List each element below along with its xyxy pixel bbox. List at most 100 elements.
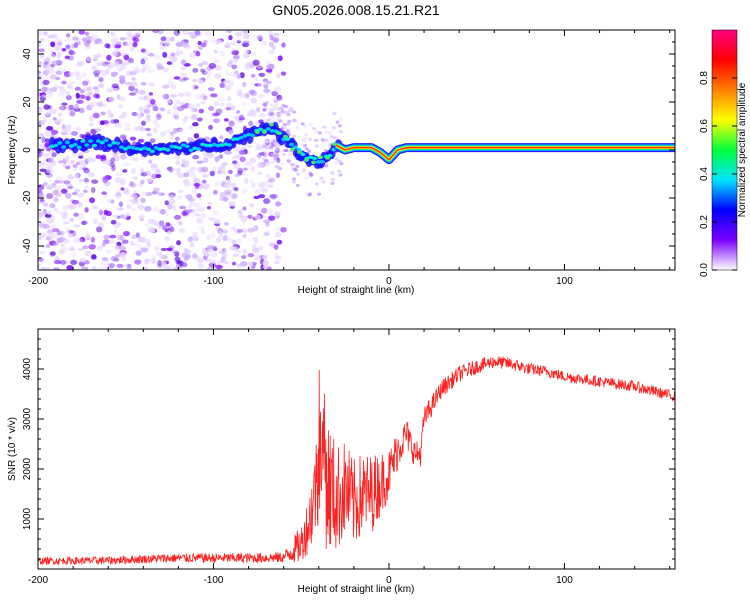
spectrogram-speckle xyxy=(223,260,229,265)
spectrogram-speckle xyxy=(304,191,309,195)
spectrogram-speckle xyxy=(254,214,262,220)
spectrogram-speckle xyxy=(140,167,145,173)
spectrogram-speckle xyxy=(213,101,219,107)
spectrogram-speckle xyxy=(242,249,247,254)
spectrogram-speckle xyxy=(90,187,96,194)
spectrogram-speckle xyxy=(101,191,107,196)
snr-y-tick-label: 1000 xyxy=(22,507,33,530)
ridge-blob-bright xyxy=(157,147,163,152)
spectrogram-speckle xyxy=(241,170,246,177)
spectrogram-speckle xyxy=(59,230,65,236)
spectrogram-speckle xyxy=(95,226,103,233)
spectrogram-speckle xyxy=(222,80,227,84)
spectrogram-speckle xyxy=(131,111,138,117)
spectrogram-speckle xyxy=(174,251,180,257)
spectrogram-speckle xyxy=(64,37,72,43)
spectrogram-speckle xyxy=(237,228,243,234)
spectrogram-speckle xyxy=(255,146,263,150)
spectrogram-speckle xyxy=(327,131,332,135)
spectrogram-y-tick-label: 40 xyxy=(22,48,33,60)
spectrogram-speckle xyxy=(123,54,130,61)
spectrogram-speckle xyxy=(38,263,41,268)
spectrogram-speckle xyxy=(263,84,269,89)
ridge-blob-bright xyxy=(169,144,175,149)
spectrogram-speckle xyxy=(226,30,233,34)
spectrogram-speckle xyxy=(244,178,249,184)
spectrogram-speckle xyxy=(123,187,130,193)
spectrogram-speckle xyxy=(194,85,199,89)
snr-ticks: -200 -100 0 100 1000 2000 3000 4000 xyxy=(22,328,675,586)
spectrogram-speckle xyxy=(333,161,338,165)
spectrogram-speckle xyxy=(211,252,218,258)
spectrogram-speckle xyxy=(68,185,75,189)
spectrogram-speckle xyxy=(331,126,336,130)
spectrogram-speckle xyxy=(153,187,160,194)
spectrogram-speckle xyxy=(39,142,45,149)
spectrogram-speckle xyxy=(266,184,274,189)
spectrogram-speckle xyxy=(212,166,217,173)
spectrogram-speckle xyxy=(213,49,218,54)
spectrogram-speckle xyxy=(215,108,223,115)
spectrogram-speckle xyxy=(143,95,148,101)
spectrogram-speckle xyxy=(92,34,99,39)
ridge-blob-green xyxy=(332,142,338,146)
spectrogram-speckle xyxy=(55,210,63,215)
spectrogram-speckle xyxy=(136,111,142,116)
spectrogram-speckle xyxy=(181,252,189,259)
spectrogram-speckle xyxy=(321,180,326,184)
spectrogram-speckle xyxy=(262,107,267,112)
spectrogram-speckle xyxy=(173,266,179,270)
spectrogram-speckle xyxy=(108,263,115,269)
spectrogram-speckle xyxy=(45,126,54,131)
spectrogram-speckle xyxy=(258,194,266,199)
spectrogram-speckle xyxy=(159,45,165,51)
spectrogram-speckle xyxy=(64,73,71,78)
spectrogram-speckle xyxy=(251,181,256,189)
spectrogram-y-tick-label: -40 xyxy=(22,238,33,253)
spectrogram-speckle xyxy=(130,182,137,188)
spectrogram-speckle xyxy=(169,168,176,173)
spectrogram-speckle xyxy=(274,253,279,258)
spectrogram-speckle xyxy=(87,91,94,96)
spectrogram-speckle xyxy=(324,138,329,142)
spectrogram-speckle xyxy=(242,233,247,239)
spectrogram-speckle xyxy=(266,180,273,184)
spectrogram-speckle xyxy=(256,153,262,159)
spectrogram-speckle xyxy=(74,189,81,193)
spectrogram-speckle xyxy=(66,83,73,89)
spectrogram-speckle xyxy=(240,215,248,222)
spectrogram-speckle xyxy=(115,192,122,198)
spectrogram-speckle xyxy=(88,115,94,122)
spectrogram-speckle xyxy=(183,247,188,253)
spectrogram-speckle xyxy=(215,264,223,270)
spectrogram-speckle xyxy=(119,75,126,81)
spectrogram-speckle xyxy=(125,41,131,47)
spectrogram-speckle xyxy=(237,154,242,161)
spectrogram-speckle xyxy=(85,92,93,97)
spectrogram-speckle xyxy=(264,140,269,144)
spectrogram-speckle xyxy=(219,82,225,89)
spectrogram-speckle xyxy=(83,177,89,183)
spectrogram-speckle xyxy=(59,107,67,112)
spectrogram-speckle xyxy=(236,88,243,93)
spectrogram-speckle xyxy=(79,236,86,243)
spectrogram-speckle xyxy=(57,92,66,97)
spectrogram-speckle xyxy=(38,221,44,227)
spectrogram-speckle xyxy=(87,172,95,178)
ridge-blob-bright xyxy=(308,155,314,160)
ridge-blob-green xyxy=(303,158,309,162)
spectrogram-speckle xyxy=(277,113,282,117)
spectrogram-speckle xyxy=(235,145,241,152)
spectrogram-speckle xyxy=(334,157,339,161)
spectrogram-speckle xyxy=(38,31,45,37)
ridge-blob-bright xyxy=(122,147,128,151)
spectrogram-speckle xyxy=(237,170,243,176)
ridge-blob-bright xyxy=(223,142,229,147)
spectrogram-speckle xyxy=(105,259,110,266)
ridge-blob-bright xyxy=(149,149,155,154)
spectrogram-speckle xyxy=(339,162,344,166)
spectrogram-speckle xyxy=(100,111,106,116)
spectrogram-speckle xyxy=(175,263,181,268)
spectrogram-speckle xyxy=(194,30,201,36)
spectrogram-speckle xyxy=(143,259,150,265)
